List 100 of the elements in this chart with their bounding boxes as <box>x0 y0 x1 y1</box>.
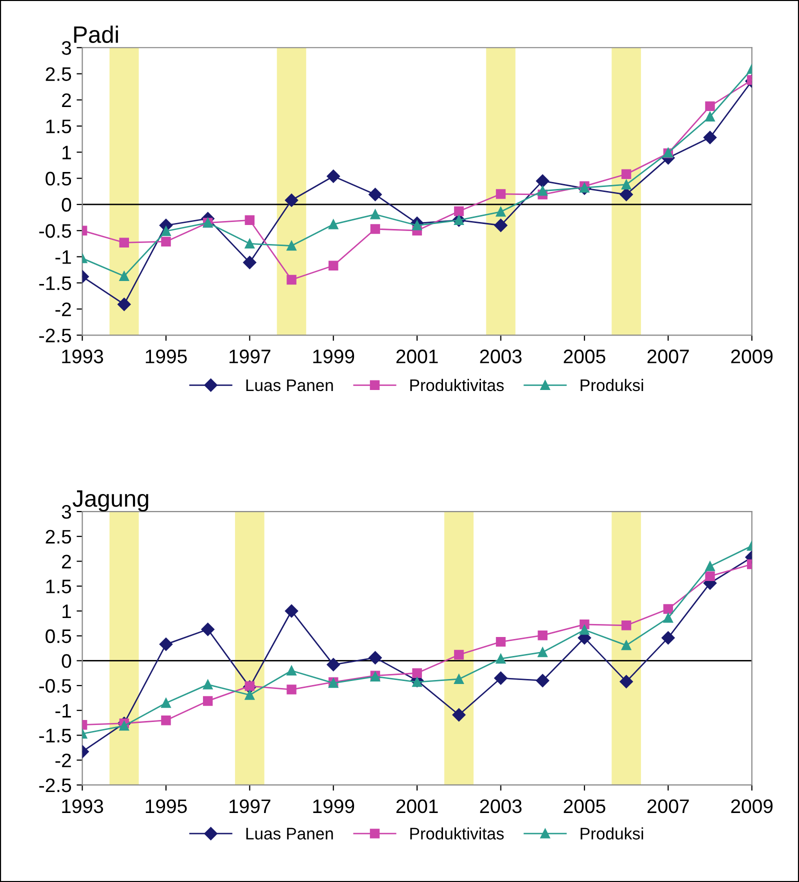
y-tick-label: 2.5 <box>46 530 72 544</box>
point <box>159 638 173 651</box>
y-tick-label: -1.5 <box>39 728 72 743</box>
point <box>496 189 506 199</box>
point <box>286 274 296 285</box>
x-tick-label: 2001 <box>396 799 438 814</box>
x-tick-label: 1999 <box>313 799 354 814</box>
point <box>244 690 255 700</box>
point <box>705 561 715 572</box>
point <box>705 112 715 122</box>
point <box>703 130 717 144</box>
point <box>161 698 171 708</box>
y-tick-label: 1 <box>62 146 71 160</box>
legend-label: Luas Panen <box>246 828 333 840</box>
x-tick-label: 1997 <box>230 350 270 364</box>
point <box>538 630 548 640</box>
x-tick-label: 2003 <box>480 799 522 814</box>
point <box>119 271 130 281</box>
point <box>412 220 422 230</box>
x-tick-label: 2003 <box>480 350 522 364</box>
y-tick-label: 2 <box>62 554 71 568</box>
point <box>621 640 632 650</box>
y-tick-label: 3 <box>62 41 72 55</box>
x-tick-label: 2009 <box>731 799 773 814</box>
point <box>118 298 131 311</box>
x-tick-label: 1995 <box>146 799 187 814</box>
y-tick-label: -1.5 <box>39 276 72 290</box>
point <box>663 604 674 614</box>
y-tick-label: 2.5 <box>46 67 72 82</box>
y-tick-label: 2 <box>62 93 71 107</box>
point <box>663 613 674 623</box>
y-tick-label: -1 <box>55 704 71 718</box>
point <box>119 720 130 731</box>
point <box>536 674 550 688</box>
point <box>580 625 590 635</box>
point <box>370 210 380 220</box>
y-tick-label: -0.5 <box>39 224 72 238</box>
point <box>161 236 171 246</box>
point <box>621 620 632 630</box>
point <box>328 219 338 230</box>
y-tick-label: -2 <box>55 302 71 316</box>
y-tick-label: -2.5 <box>39 778 72 792</box>
x-tick-label: 2005 <box>564 799 606 814</box>
point <box>496 654 506 664</box>
x-tick-label: 1993 <box>62 799 104 814</box>
y-tick-label: 3 <box>62 505 72 519</box>
y-tick-label: -1 <box>55 250 71 264</box>
point <box>119 238 130 248</box>
point <box>621 180 632 190</box>
x-tick-label: 1993 <box>62 350 104 364</box>
y-tick-label: 0.5 <box>46 629 72 644</box>
point <box>326 170 340 183</box>
point <box>452 708 466 722</box>
point <box>621 169 632 180</box>
y-tick-label: -2.5 <box>39 328 72 342</box>
point <box>244 215 255 226</box>
point <box>705 101 715 112</box>
y-tick-label: -2 <box>55 754 71 768</box>
y-tick-label: 1.5 <box>46 120 72 134</box>
x-tick-label: 1997 <box>230 799 270 814</box>
legend-label: Produktivitas <box>410 378 504 392</box>
point <box>494 218 508 232</box>
legend-label: Luas Panen <box>246 380 333 392</box>
point <box>161 715 171 726</box>
point <box>243 256 256 270</box>
chart-title: Padi <box>74 26 118 43</box>
point <box>368 651 382 664</box>
point <box>202 680 213 690</box>
y-tick-label: 1 <box>62 604 71 618</box>
point <box>454 206 464 216</box>
point <box>286 684 296 694</box>
x-tick-label: 1995 <box>146 350 187 364</box>
point <box>326 658 340 672</box>
point <box>286 666 296 676</box>
y-tick-label: 0 <box>62 198 72 212</box>
x-tick-label: 2001 <box>396 350 438 364</box>
point <box>620 188 633 202</box>
point <box>538 186 548 196</box>
point <box>328 260 338 270</box>
point <box>370 224 380 234</box>
x-tick-label: 2009 <box>731 350 773 364</box>
point <box>286 240 296 251</box>
y-tick-label: 0.5 <box>46 172 72 186</box>
point <box>620 674 633 688</box>
point <box>494 672 508 685</box>
x-tick-label: 2007 <box>648 350 689 364</box>
point <box>454 674 464 684</box>
legend-label: Produksi <box>580 827 644 840</box>
legend-label: Produktivitas <box>410 827 504 840</box>
y-tick-label: 1.5 <box>46 580 72 594</box>
x-tick-label: 2005 <box>564 350 606 364</box>
point <box>705 571 715 582</box>
point <box>496 636 506 647</box>
point <box>284 194 298 207</box>
point <box>538 647 548 658</box>
y-tick-label: -0.5 <box>39 679 72 693</box>
point <box>496 206 506 217</box>
point <box>412 668 422 678</box>
y-tick-label: 0 <box>62 654 72 668</box>
point <box>284 604 298 618</box>
